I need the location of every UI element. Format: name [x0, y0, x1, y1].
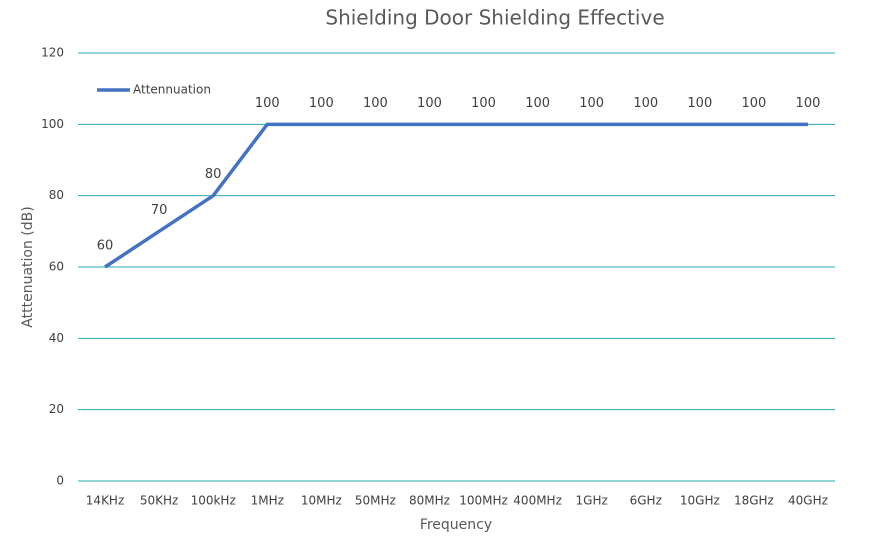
data-label: 100 [525, 96, 550, 111]
chart-title: Shielding Door Shielding Effective [325, 6, 664, 30]
x-tick-label: 400MHz [513, 494, 562, 508]
y-tick-label: 40 [49, 331, 64, 345]
x-tick-label: 100kHz [191, 494, 236, 508]
y-tick-label: 100 [41, 117, 64, 131]
data-label: 100 [363, 96, 388, 111]
data-label: 100 [579, 96, 604, 111]
x-tick-label: 40GHz [788, 494, 828, 508]
data-label: 100 [741, 96, 766, 111]
y-tick-label: 20 [49, 402, 64, 416]
y-tick-label: 120 [41, 46, 64, 60]
data-label: 100 [796, 96, 821, 111]
y-axis-label: Atttenuation (dB) [20, 206, 36, 327]
data-label: 100 [471, 96, 496, 111]
legend-label: Attennuation [133, 83, 211, 97]
x-tick-label: 10GHz [680, 494, 720, 508]
data-label: 100 [255, 96, 280, 111]
x-tick-label: 1MHz [251, 494, 284, 508]
x-tick-label: 80MHz [409, 494, 450, 508]
y-tick-label: 60 [49, 260, 64, 274]
data-label: 100 [633, 96, 658, 111]
x-tick-label: 18GHz [734, 494, 774, 508]
y-tick-label: 0 [56, 474, 64, 488]
y-tick-label: 80 [49, 188, 64, 202]
x-tick-label: 6GHz [630, 494, 662, 508]
data-label: 100 [417, 96, 442, 111]
x-axis-label: Frequency [420, 517, 492, 533]
x-tick-label: 14KHz [86, 494, 124, 508]
x-tick-label: 10MHz [301, 494, 342, 508]
data-line [104, 122, 808, 269]
data-label: 60 [97, 239, 114, 254]
data-label: 100 [687, 96, 712, 111]
x-tick-label: 50MHz [355, 494, 396, 508]
data-label: 70 [151, 203, 168, 218]
x-tick-label: 50KHz [140, 494, 178, 508]
data-label: 80 [205, 167, 222, 182]
x-tick-label: 100MHz [459, 494, 508, 508]
x-tick-label: 1GHz [576, 494, 608, 508]
data-label: 100 [309, 96, 334, 111]
